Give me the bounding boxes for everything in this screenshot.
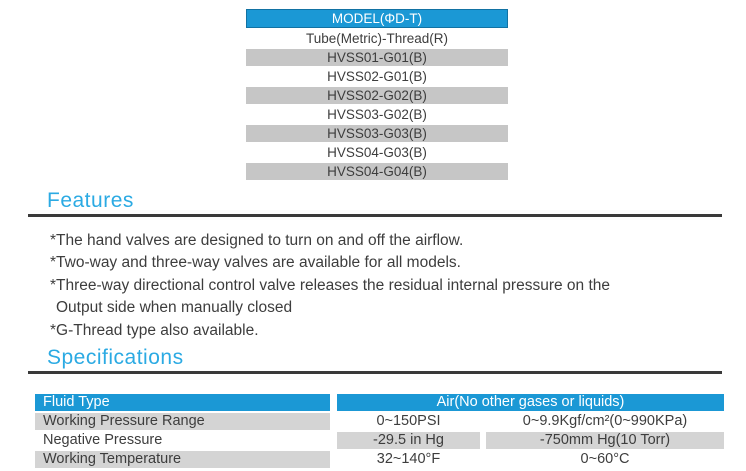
model-table-row: HVSS04-G04(B) <box>246 163 508 180</box>
spec-value2: 0~60°C <box>486 451 724 468</box>
spec-row: Working Temperature 32~140°F 0~60°C <box>35 451 724 468</box>
spec-row: Negative Pressure -29.5 in Hg -750mm Hg(… <box>35 432 724 449</box>
spec-value1: 32~140°F <box>337 451 480 468</box>
spec-value2: -750mm Hg(10 Torr) <box>486 432 724 449</box>
model-table-row: HVSS01-G01(B) <box>246 49 508 66</box>
model-table: MODEL(ΦD-T) Tube(Metric)-Thread(R) HVSS0… <box>246 9 508 182</box>
specifications-divider <box>28 371 722 374</box>
spec-label: Working Temperature <box>35 451 330 468</box>
spec-header-row: Fluid Type Air(No other gases or liquids… <box>35 394 724 411</box>
model-table-row: HVSS04-G03(B) <box>246 144 508 161</box>
spec-label: Working Pressure Range <box>35 413 330 430</box>
feature-item: *Two-way and three-way valves are availa… <box>50 254 461 272</box>
model-table-row: HVSS02-G02(B) <box>246 87 508 104</box>
model-table-row: HVSS03-G02(B) <box>246 106 508 123</box>
spec-header-label: Fluid Type <box>35 394 330 411</box>
spec-value2: 0~9.9Kgf/cm²(0~990KPa) <box>486 413 724 430</box>
spec-header-value: Air(No other gases or liquids) <box>337 394 724 411</box>
specifications-heading: Specifications <box>47 346 184 369</box>
specifications-table: Fluid Type Air(No other gases or liquids… <box>35 394 724 470</box>
features-list: *The hand valves are designed to turn on… <box>50 230 730 342</box>
model-table-header: MODEL(ΦD-T) <box>246 9 508 28</box>
feature-item-continuation: Output side when manually closed <box>56 299 293 317</box>
feature-item: *G-Thread type also available. <box>50 321 259 339</box>
spec-value1: -29.5 in Hg <box>337 432 480 449</box>
model-table-row: HVSS03-G03(B) <box>246 125 508 142</box>
features-heading: Features <box>47 189 134 212</box>
spec-value1: 0~150PSI <box>337 413 480 430</box>
spec-row: Working Pressure Range 0~150PSI 0~9.9Kgf… <box>35 413 724 430</box>
model-table-row: Tube(Metric)-Thread(R) <box>246 30 508 47</box>
feature-item: *The hand valves are designed to turn on… <box>50 232 464 249</box>
spec-label: Negative Pressure <box>35 432 330 449</box>
feature-item: *Three-way directional control valve rel… <box>50 276 611 294</box>
features-divider <box>28 214 722 217</box>
model-table-row: HVSS02-G01(B) <box>246 68 508 85</box>
